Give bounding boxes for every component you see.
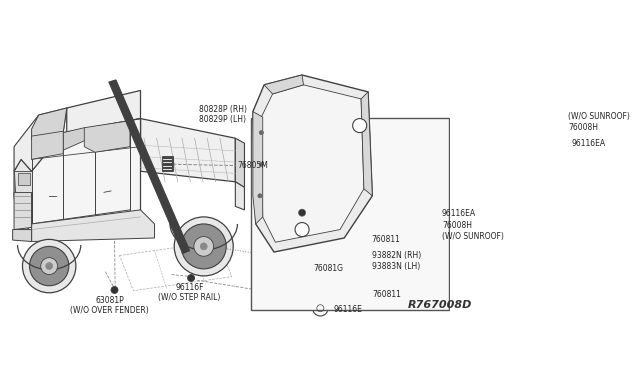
Bar	[251, 118, 449, 310]
Polygon shape	[253, 112, 263, 224]
Text: 96116EA: 96116EA	[571, 139, 605, 148]
Polygon shape	[253, 75, 372, 252]
Circle shape	[41, 258, 58, 275]
Circle shape	[200, 243, 207, 250]
Polygon shape	[264, 75, 303, 94]
Text: 760811: 760811	[372, 290, 401, 299]
Text: 93882N (RH)
93883N (LH): 93882N (RH) 93883N (LH)	[372, 251, 422, 271]
Circle shape	[295, 222, 309, 237]
Circle shape	[194, 237, 214, 256]
Text: (W/O SUNROOF)
76008H: (W/O SUNROOF) 76008H	[568, 112, 630, 132]
Circle shape	[312, 301, 328, 316]
Polygon shape	[67, 90, 141, 132]
Text: 76805M: 76805M	[237, 161, 268, 170]
Circle shape	[22, 240, 76, 293]
Polygon shape	[14, 171, 31, 192]
Polygon shape	[361, 92, 372, 196]
Circle shape	[353, 119, 367, 132]
Circle shape	[548, 120, 562, 134]
Text: 76081G: 76081G	[314, 264, 343, 273]
Polygon shape	[130, 119, 141, 178]
Text: 96116E: 96116E	[333, 305, 362, 314]
Polygon shape	[14, 192, 31, 230]
Polygon shape	[17, 173, 29, 185]
Circle shape	[29, 246, 69, 286]
Text: R767008D: R767008D	[408, 300, 472, 310]
Circle shape	[174, 217, 233, 276]
Polygon shape	[141, 119, 236, 182]
Circle shape	[298, 209, 305, 216]
Circle shape	[45, 263, 52, 270]
Polygon shape	[109, 80, 189, 253]
Text: 96116EA: 96116EA	[442, 209, 476, 218]
Text: 760811: 760811	[372, 235, 401, 244]
Text: 96116F
(W/O STEP RAIL): 96116F (W/O STEP RAIL)	[159, 283, 221, 302]
Polygon shape	[63, 128, 95, 150]
Polygon shape	[236, 182, 244, 210]
Polygon shape	[14, 108, 67, 171]
Circle shape	[566, 138, 573, 145]
Polygon shape	[14, 159, 31, 238]
Circle shape	[259, 162, 264, 166]
Circle shape	[181, 224, 226, 269]
Polygon shape	[84, 121, 130, 152]
Circle shape	[325, 261, 335, 271]
Text: 63081P
(W/O OVER FENDER): 63081P (W/O OVER FENDER)	[70, 296, 149, 315]
Polygon shape	[31, 131, 63, 159]
Circle shape	[188, 275, 195, 282]
Circle shape	[259, 131, 264, 135]
Polygon shape	[13, 230, 31, 241]
Text: 80828P (RH)
80829P (LH): 80828P (RH) 80829P (LH)	[199, 105, 247, 124]
Circle shape	[258, 194, 262, 198]
Text: 76008H
(W/O SUNROOF): 76008H (W/O SUNROOF)	[442, 221, 504, 241]
Polygon shape	[31, 119, 141, 238]
Circle shape	[111, 286, 118, 294]
Polygon shape	[261, 85, 364, 242]
Polygon shape	[236, 138, 244, 187]
Bar	[161, 157, 173, 170]
Polygon shape	[31, 108, 67, 140]
Polygon shape	[31, 210, 154, 241]
